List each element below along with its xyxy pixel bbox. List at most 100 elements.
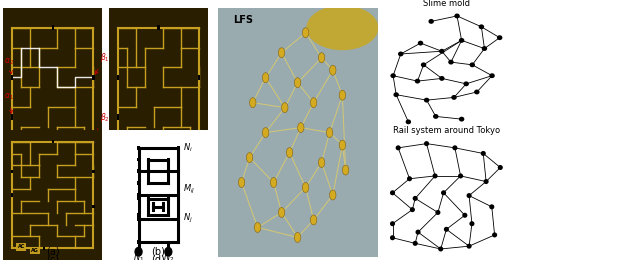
Bar xyxy=(52,140,54,144)
Circle shape xyxy=(339,90,346,100)
Bar xyxy=(157,25,159,30)
Bar xyxy=(147,158,150,161)
Bar xyxy=(116,75,119,80)
Text: $N_2$: $N_2$ xyxy=(163,251,174,260)
Circle shape xyxy=(303,28,309,38)
Bar xyxy=(137,197,140,200)
Circle shape xyxy=(407,176,412,181)
Text: AG: AG xyxy=(136,208,144,213)
Text: $N_1$: $N_1$ xyxy=(133,251,144,260)
Bar xyxy=(167,158,170,161)
Text: (c): (c) xyxy=(46,255,60,260)
Bar xyxy=(177,213,180,217)
Circle shape xyxy=(439,76,445,81)
Circle shape xyxy=(463,81,469,86)
Bar xyxy=(137,158,140,161)
Text: LFS: LFS xyxy=(234,15,253,25)
Circle shape xyxy=(441,190,446,195)
Text: AG: AG xyxy=(31,248,38,253)
Bar xyxy=(11,114,13,120)
Circle shape xyxy=(469,221,474,226)
Circle shape xyxy=(262,128,269,138)
Text: (d): (d) xyxy=(152,255,165,260)
Circle shape xyxy=(451,95,457,100)
Circle shape xyxy=(479,24,484,29)
Circle shape xyxy=(474,89,479,94)
Circle shape xyxy=(303,183,309,192)
Circle shape xyxy=(164,247,173,257)
Bar xyxy=(177,170,180,173)
Circle shape xyxy=(310,98,317,108)
Bar xyxy=(30,247,40,254)
Circle shape xyxy=(482,46,487,51)
Ellipse shape xyxy=(307,5,378,50)
Circle shape xyxy=(134,247,143,257)
Text: $N_i$: $N_i$ xyxy=(183,141,193,154)
Circle shape xyxy=(424,98,429,103)
Circle shape xyxy=(433,114,438,119)
Text: AC: AC xyxy=(18,244,25,250)
Circle shape xyxy=(452,145,458,150)
Circle shape xyxy=(298,123,304,133)
Title: Slime mold: Slime mold xyxy=(423,0,470,8)
Bar xyxy=(137,146,140,150)
Bar xyxy=(177,197,180,200)
Circle shape xyxy=(415,230,420,235)
Circle shape xyxy=(489,204,494,209)
Circle shape xyxy=(310,215,317,225)
Circle shape xyxy=(470,62,475,67)
Circle shape xyxy=(319,158,325,167)
Bar xyxy=(198,75,200,80)
Circle shape xyxy=(294,78,301,88)
Circle shape xyxy=(410,207,415,212)
Text: $N_j$: $N_j$ xyxy=(183,212,193,225)
Circle shape xyxy=(255,223,261,232)
Circle shape xyxy=(287,148,293,158)
Circle shape xyxy=(433,173,438,178)
Circle shape xyxy=(454,14,460,18)
Bar xyxy=(177,181,180,185)
Circle shape xyxy=(481,151,486,156)
Circle shape xyxy=(421,62,426,67)
Bar xyxy=(162,205,165,209)
Circle shape xyxy=(330,65,336,75)
Bar xyxy=(116,114,119,120)
Circle shape xyxy=(390,235,395,240)
Bar xyxy=(167,197,170,200)
Bar xyxy=(137,213,140,217)
Circle shape xyxy=(278,207,285,217)
Circle shape xyxy=(278,48,285,58)
Bar xyxy=(137,193,140,197)
Circle shape xyxy=(448,60,454,64)
Bar xyxy=(198,134,200,140)
Text: AC: AC xyxy=(124,202,131,207)
Circle shape xyxy=(415,79,420,83)
Circle shape xyxy=(339,140,346,150)
Bar xyxy=(92,205,95,209)
Bar xyxy=(177,158,180,161)
Circle shape xyxy=(424,141,429,146)
Bar xyxy=(177,193,180,197)
Circle shape xyxy=(330,190,336,200)
Circle shape xyxy=(390,190,395,195)
Circle shape xyxy=(459,117,465,122)
Bar xyxy=(177,240,180,244)
Bar xyxy=(11,75,13,80)
Bar xyxy=(92,134,95,140)
Bar xyxy=(147,213,150,217)
Bar xyxy=(136,204,145,216)
Circle shape xyxy=(492,232,497,237)
Bar xyxy=(137,181,140,185)
Bar xyxy=(152,205,155,209)
Bar xyxy=(167,181,170,185)
Bar xyxy=(147,181,150,185)
Text: $\beta_2$: $\beta_2$ xyxy=(95,110,109,134)
Circle shape xyxy=(497,35,502,40)
Circle shape xyxy=(458,173,463,178)
Bar xyxy=(177,217,180,220)
Circle shape xyxy=(438,246,444,251)
Bar xyxy=(147,197,150,200)
Text: $\beta_1$: $\beta_1$ xyxy=(95,51,109,74)
Text: $M_{ij}$: $M_{ij}$ xyxy=(183,183,196,196)
Bar xyxy=(52,25,54,30)
